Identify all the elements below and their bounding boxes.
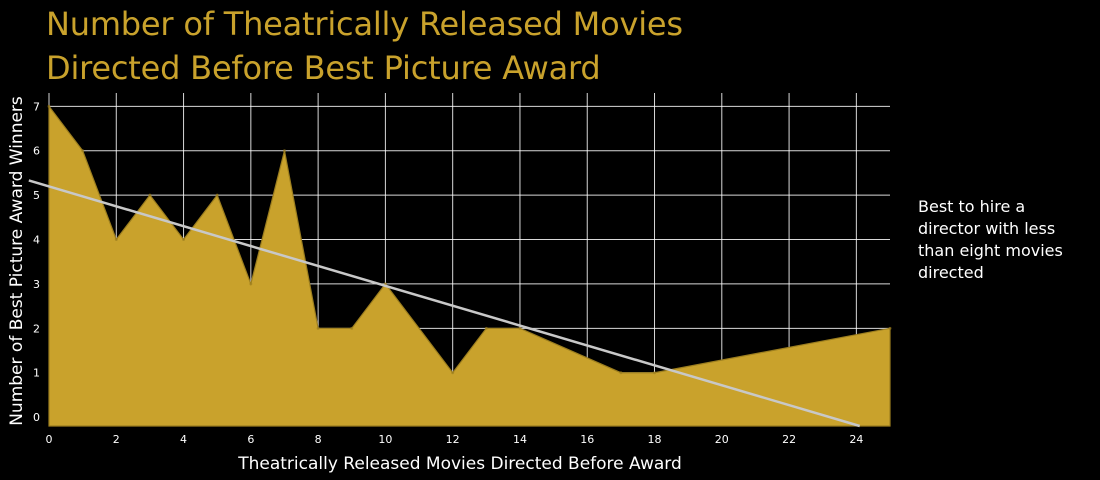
y-axis-label: Number of Best Picture Award Winners xyxy=(7,96,27,426)
area-fill xyxy=(48,104,891,427)
x-tick-label-0: 0 xyxy=(46,433,53,446)
data-point-18 xyxy=(653,371,657,375)
y-axis-ticks: 0 1 2 3 4 5 6 7 xyxy=(33,100,40,424)
chart-title-line-1: Number of Theatrically Released Movies xyxy=(46,5,683,43)
data-point-17 xyxy=(619,371,623,375)
y-tick-label-7: 7 xyxy=(33,100,40,113)
data-point-2 xyxy=(114,238,118,242)
data-point-1 xyxy=(81,149,85,153)
data-point-7 xyxy=(282,149,286,153)
x-tick-label-22: 22 xyxy=(782,433,796,446)
chart-title-line-2: Directed Before Best Picture Award xyxy=(46,49,601,87)
x-tick-label-16: 16 xyxy=(580,433,594,446)
y-tick-label-6: 6 xyxy=(33,145,40,158)
y-tick-label-4: 4 xyxy=(33,234,40,247)
area-series xyxy=(47,104,892,427)
data-point-8 xyxy=(316,326,320,330)
data-point-9 xyxy=(350,326,354,330)
annotation-note: Best to hire a director with less than e… xyxy=(918,197,1063,282)
data-point-25 xyxy=(888,326,892,330)
data-point-3 xyxy=(148,193,152,197)
x-tick-label-18: 18 xyxy=(648,433,662,446)
x-tick-label-4: 4 xyxy=(180,433,187,446)
x-axis-label: Theatrically Released Movies Directed Be… xyxy=(237,454,682,474)
y-tick-label-2: 2 xyxy=(33,322,40,335)
x-tick-label-20: 20 xyxy=(715,433,729,446)
data-point-4 xyxy=(182,238,186,242)
data-point-6 xyxy=(249,282,253,286)
x-tick-label-14: 14 xyxy=(513,433,527,446)
x-tick-label-2: 2 xyxy=(113,433,120,446)
data-point-12 xyxy=(451,371,455,375)
x-axis-ticks: 0 2 4 6 8 10 12 14 16 18 20 22 24 xyxy=(46,433,864,446)
data-point-5 xyxy=(215,193,219,197)
trend-line xyxy=(28,179,861,428)
x-tick-label-8: 8 xyxy=(315,433,322,446)
x-tick-label-12: 12 xyxy=(446,433,460,446)
data-point-13 xyxy=(484,326,488,330)
data-point-14 xyxy=(518,326,522,330)
chart-title: Number of Theatrically Released Movies D… xyxy=(46,2,846,90)
trendline-segment xyxy=(28,179,861,428)
y-tick-label-0: 0 xyxy=(33,411,40,424)
x-tick-label-24: 24 xyxy=(849,433,863,446)
data-point-0 xyxy=(47,104,51,108)
y-tick-label-5: 5 xyxy=(33,189,40,202)
y-tick-label-3: 3 xyxy=(33,278,40,291)
x-tick-label-6: 6 xyxy=(247,433,254,446)
y-tick-label-1: 1 xyxy=(33,367,40,380)
x-tick-label-10: 10 xyxy=(378,433,392,446)
